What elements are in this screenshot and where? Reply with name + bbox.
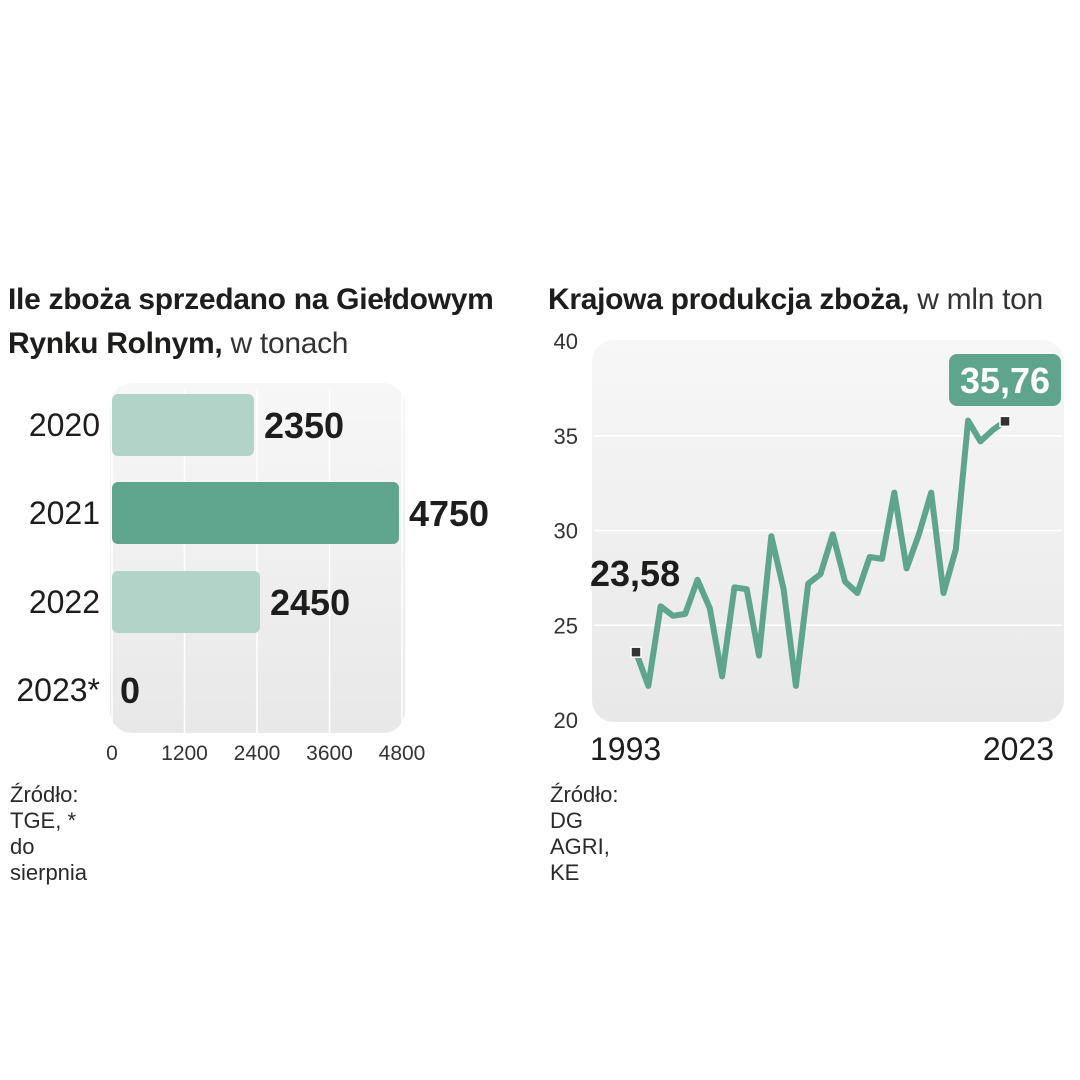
x-tick-label: 3600 bbox=[306, 742, 353, 765]
right-title-unit: w mln ton bbox=[909, 283, 1043, 316]
category-label: 2021 bbox=[29, 495, 100, 531]
x-end-label: 2023 bbox=[983, 731, 1054, 767]
value-label: 2350 bbox=[264, 405, 344, 446]
line-chart: 20 25 30 35 40 23,58 35,76 1993 2023 bbox=[554, 329, 1062, 767]
value-label: 4750 bbox=[409, 493, 489, 534]
bar bbox=[112, 394, 254, 456]
start-value-label: 23,58 bbox=[590, 553, 680, 594]
start-point-marker bbox=[630, 646, 642, 658]
y-tick-label: 35 bbox=[554, 424, 578, 449]
category-label: 2022 bbox=[29, 584, 100, 620]
x-start-label: 1993 bbox=[590, 731, 661, 767]
right-chart-title: Krajowa produkcja zboża, w mln ton bbox=[548, 278, 1078, 322]
y-tick-label: 20 bbox=[554, 708, 578, 733]
bar-chart: 0 1200 2400 3600 4800 2020 2350 2021 4750 2022 245… bbox=[16, 389, 489, 765]
x-tick-label: 1200 bbox=[161, 742, 208, 765]
value-label: 0 bbox=[120, 670, 140, 711]
left-title-line2: Rynku Rolnym, bbox=[8, 327, 223, 360]
y-tick-label: 40 bbox=[554, 329, 578, 354]
category-label: 2020 bbox=[29, 407, 100, 443]
y-tick-label: 25 bbox=[554, 613, 578, 638]
end-value-label: 35,76 bbox=[960, 360, 1050, 401]
left-title-unit: w tonach bbox=[222, 327, 349, 360]
right-chart-source: Źródło: DG AGRI, KE bbox=[550, 782, 619, 885]
category-label: 2023* bbox=[16, 672, 100, 708]
left-chart-source: Źródło: TGE, * do sierpnia bbox=[10, 782, 88, 885]
series-line bbox=[633, 417, 1008, 689]
end-value-badge bbox=[949, 354, 1061, 406]
left-chart-title: Ile zboża sprzedano na Giełdowym Rynku R… bbox=[8, 278, 538, 366]
bar bbox=[112, 571, 261, 633]
right-title-bold: Krajowa produkcja zboża, bbox=[548, 283, 910, 316]
x-tick-label: 0 bbox=[106, 742, 118, 765]
left-title-line1: Ile zboża sprzedano na Giełdowym bbox=[8, 283, 494, 316]
bar bbox=[112, 482, 399, 544]
x-tick-label: 4800 bbox=[379, 742, 426, 765]
value-label: 2450 bbox=[270, 582, 350, 623]
end-point-marker bbox=[999, 415, 1011, 428]
y-tick-label: 30 bbox=[554, 519, 578, 544]
x-tick-label: 2400 bbox=[234, 742, 281, 765]
